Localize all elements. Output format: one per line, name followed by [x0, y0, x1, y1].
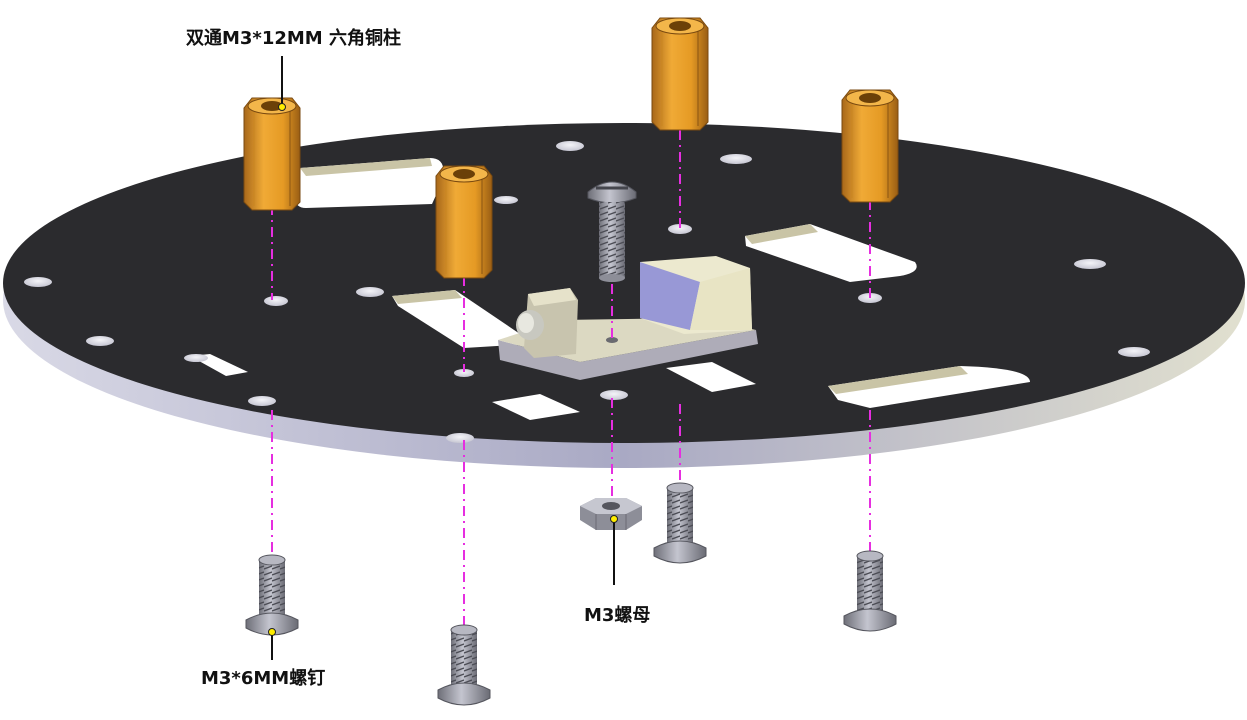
- guide-lines: [271, 130, 871, 630]
- nut-label: M3螺母: [584, 605, 651, 626]
- screw-icon: [653, 482, 707, 564]
- chassis-plate: [3, 123, 1245, 468]
- sensor-bracket-icon: [498, 256, 758, 380]
- screw-icon: [437, 624, 491, 706]
- plate-slots: [190, 158, 1030, 420]
- screw-icon: [587, 181, 637, 282]
- plate-holes: [24, 141, 1150, 443]
- screw-label: M3*6MM螺钉: [201, 668, 326, 689]
- standoff-icon: [435, 165, 493, 279]
- callout-leaders: [271, 56, 615, 660]
- screw-icon: [245, 554, 299, 636]
- standoff-icon: [651, 17, 709, 131]
- leader-dots: [268, 103, 618, 636]
- standoff-label: 双通M3*12MM 六角铜柱: [186, 28, 401, 49]
- standoff-icon: [841, 89, 899, 203]
- nut-icon: [580, 498, 642, 530]
- screw-icon: [843, 550, 897, 632]
- standoff-icon: [243, 97, 301, 211]
